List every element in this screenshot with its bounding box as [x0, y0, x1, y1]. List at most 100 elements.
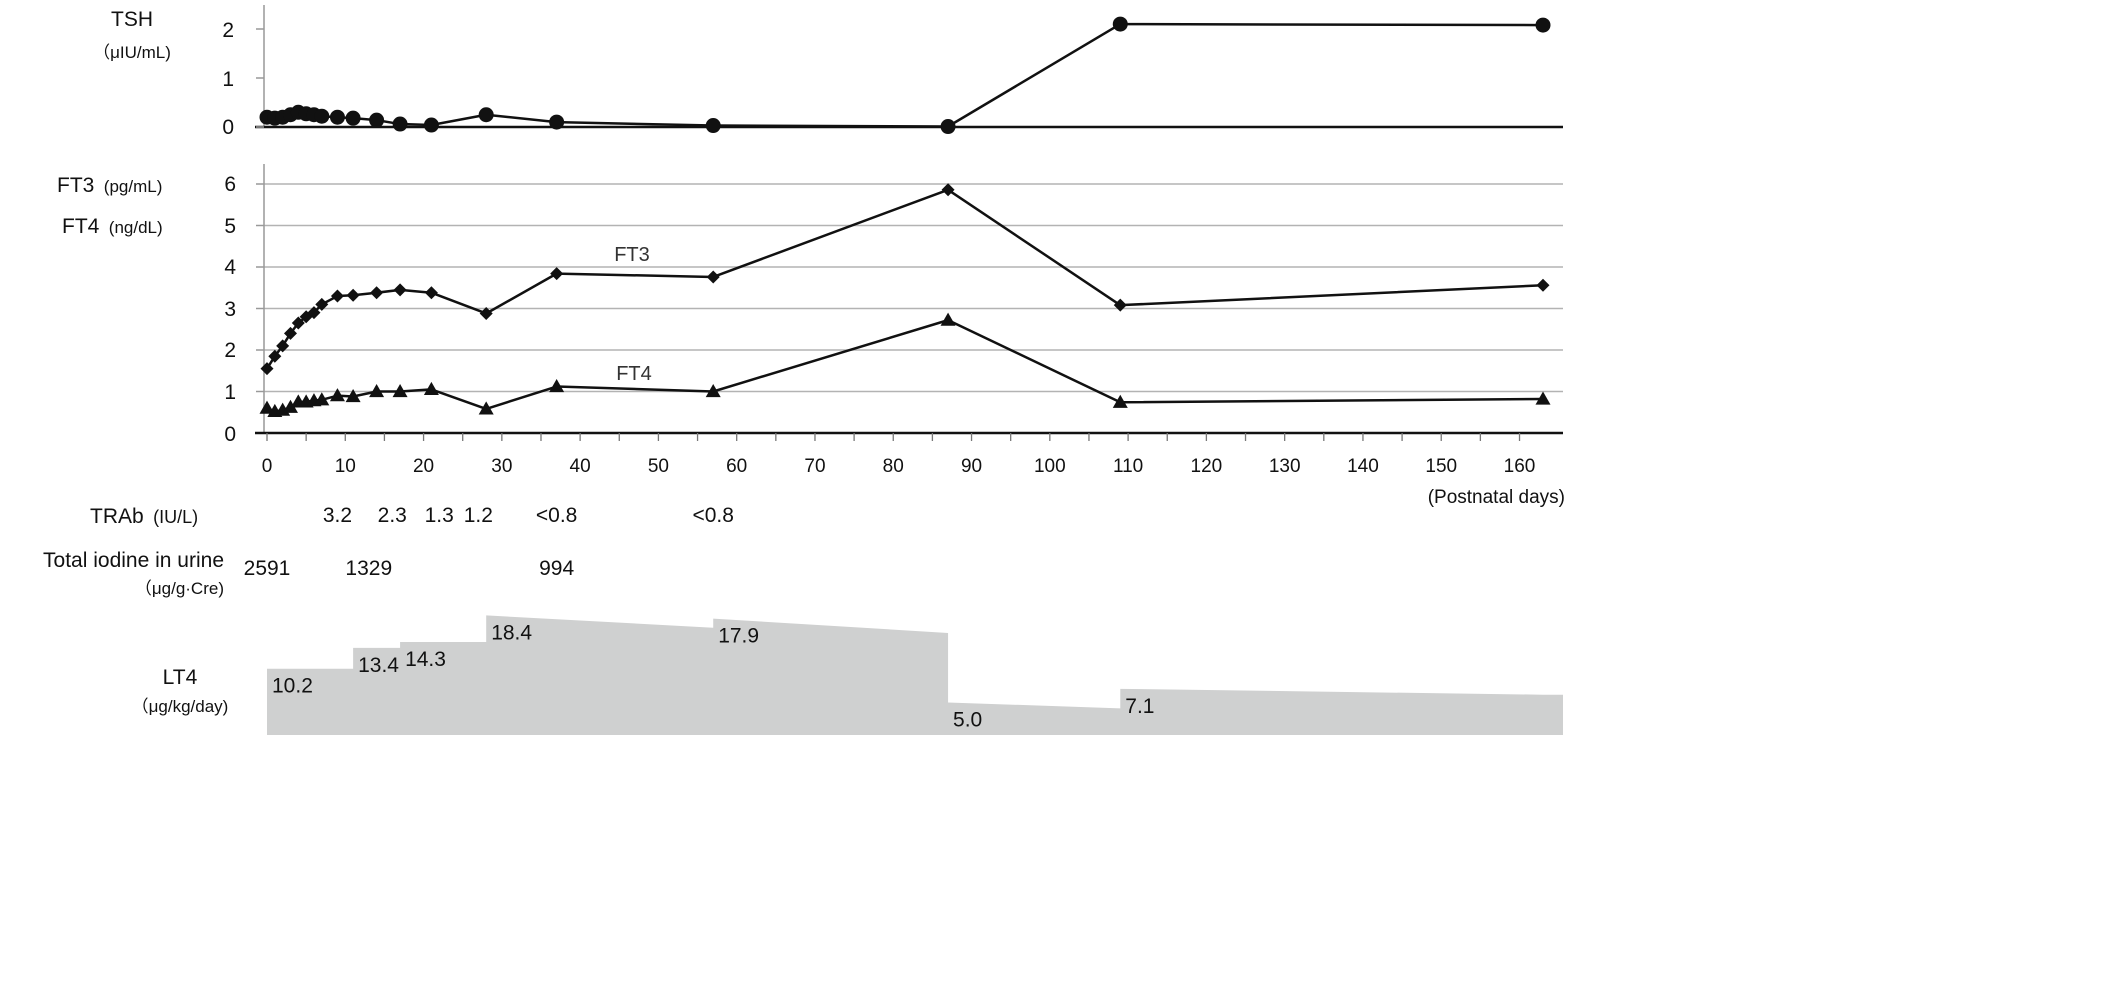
trab-value: 2.3 — [378, 504, 407, 527]
x-axis-title: (Postnatal days) — [1428, 487, 1565, 508]
ft3-point — [479, 306, 493, 320]
tsh-yunit: （μIU/mL) — [93, 43, 171, 62]
x-tick-label: 130 — [1269, 456, 1301, 477]
ft-ytick-label: 3 — [224, 298, 236, 321]
ft3-series — [260, 183, 1550, 376]
lt4-dose-label: 14.3 — [405, 648, 446, 671]
ft4-ylabel: FT4 (ng/dL) — [62, 215, 163, 238]
iodine-row: Total iodine in urine （μg/g·Cre) 2591 132… — [43, 549, 574, 598]
ft4-point — [369, 384, 385, 398]
ft3-point — [260, 362, 274, 376]
x-tick-label: 70 — [804, 456, 825, 477]
ft3-ylabel-name: FT3 — [57, 174, 94, 197]
ft3-ylabel-unit: (pg/mL) — [104, 177, 163, 196]
trab-value: 1.3 — [425, 504, 454, 527]
lt4-unit: （μg/kg/day) — [132, 697, 229, 716]
tsh-y-ticks — [256, 28, 264, 128]
x-tick-label: 20 — [413, 456, 434, 477]
ft3-ylabel: FT3 (pg/mL) — [57, 174, 162, 197]
tsh-point — [423, 117, 439, 133]
ft3-series-label: FT3 — [614, 244, 650, 266]
ft-y-ticks: 0 1 2 3 4 5 6 — [224, 173, 236, 446]
tsh-point — [940, 119, 956, 135]
x-tick-label: 120 — [1191, 456, 1223, 477]
tsh-point — [1535, 17, 1551, 33]
tsh-point — [345, 110, 361, 126]
ft3-point — [393, 283, 407, 297]
ft3-point — [1536, 278, 1550, 292]
lt4-dose-label: 17.9 — [718, 625, 759, 648]
ft4-point — [478, 401, 494, 415]
x-axis-ticks: 0 10 20 30 40 50 60 70 80 90 100 110 120 130 140 150 160 — [262, 433, 1536, 477]
lt4-area: 10.2 13.4 14.3 18.4 17.9 5.0 7.1 — [267, 615, 1563, 735]
ft3-point — [424, 286, 438, 300]
ft4-ylabel-unit: (ng/dL) — [109, 218, 163, 237]
ft4-point — [329, 388, 345, 402]
ft-gridlines — [256, 183, 1563, 434]
ft3-point — [550, 267, 564, 281]
lt4-dose-label: 18.4 — [491, 621, 532, 644]
iodine-values: 2591 1329 994 — [244, 557, 575, 580]
ft4-point — [940, 312, 956, 326]
trab-value: <0.8 — [536, 504, 577, 527]
x-tick-label: 60 — [726, 456, 747, 477]
ft3-point — [276, 339, 290, 353]
lt4-dose-area — [267, 615, 1563, 735]
ft4-point — [345, 388, 361, 403]
tsh-point — [392, 116, 408, 132]
lt4-label: LT4 — [163, 666, 198, 689]
tsh-ytick-label: 2 — [222, 19, 234, 42]
iodine-label: Total iodine in urine — [43, 549, 224, 572]
ft3-point — [291, 316, 305, 330]
lt4-dose-label: 5.0 — [953, 709, 982, 732]
ft-ytick-label: 4 — [224, 256, 236, 279]
ft3-point — [307, 306, 321, 320]
ft4-point — [282, 399, 298, 413]
x-tick-label: 0 — [262, 456, 273, 477]
x-tick-label: 100 — [1034, 456, 1066, 477]
tsh-point — [314, 108, 330, 124]
tsh-point — [329, 109, 345, 125]
tsh-panel: TSH （μIU/mL) 0 1 2 — [93, 5, 1563, 139]
lt4-dose-label: 10.2 — [272, 675, 313, 698]
trab-value: 3.2 — [323, 504, 352, 527]
figure: TSH （μIU/mL) 0 1 2 FT3 (pg/mL) FT4 (ng/d… — [43, 5, 1565, 735]
trab-row: TRAb (IU/L) 3.2 2.3 1.3 1.2 <0.8 <0.8 — [90, 504, 734, 528]
tsh-ytick-label: 1 — [222, 68, 234, 91]
trab-value: <0.8 — [692, 504, 733, 527]
iodine-value: 2591 — [244, 557, 291, 580]
ft4-point — [1535, 391, 1551, 405]
ft3-line — [265, 188, 1544, 370]
ft4-point — [549, 379, 565, 393]
ft-ytick-label: 1 — [224, 381, 236, 404]
trab-label-unit: (IU/L) — [153, 507, 198, 527]
tsh-point — [369, 112, 385, 128]
ft3-point — [283, 326, 297, 340]
x-tick-label: 140 — [1347, 456, 1379, 477]
tsh-point — [705, 118, 721, 134]
tsh-point — [1112, 16, 1128, 32]
ft3-point — [315, 297, 329, 311]
trab-label-name: TRAb — [90, 505, 144, 528]
x-tick-label: 30 — [491, 456, 512, 477]
x-tick-label: 150 — [1425, 456, 1457, 477]
ft3-point — [370, 286, 384, 300]
tsh-point — [549, 114, 565, 130]
ft-panel: FT3 (pg/mL) FT4 (ng/dL) 0 1 2 3 4 5 6 0 1… — [57, 164, 1565, 508]
ft3-point — [268, 349, 282, 363]
ft4-point — [259, 400, 275, 414]
ft4-line — [266, 318, 1544, 413]
x-tick-label: 160 — [1504, 456, 1536, 477]
ft4-ylabel-name: FT4 — [62, 215, 100, 238]
trab-value: 1.2 — [464, 504, 493, 527]
ft-ytick-label: 6 — [224, 173, 236, 196]
x-tick-label: 110 — [1113, 456, 1143, 477]
lt4-panel: LT4 （μg/kg/day) 10.2 13.4 14.3 18.4 17.9 5.0 7… — [132, 615, 1563, 735]
ft4-series-label: FT4 — [616, 363, 652, 385]
lt4-dose-label: 13.4 — [358, 654, 399, 677]
ft3-point — [346, 288, 360, 302]
ft4-point — [392, 384, 408, 398]
ft4-point — [423, 381, 439, 396]
lt4-dose-label: 7.1 — [1125, 695, 1154, 718]
x-tick-label: 40 — [570, 456, 591, 477]
